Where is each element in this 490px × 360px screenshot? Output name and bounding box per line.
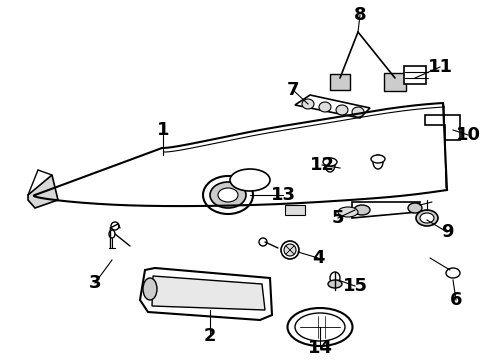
Ellipse shape <box>295 313 345 341</box>
Ellipse shape <box>109 230 115 238</box>
Ellipse shape <box>230 169 270 191</box>
Text: 5: 5 <box>332 209 344 227</box>
Ellipse shape <box>408 203 422 213</box>
Polygon shape <box>425 115 460 140</box>
Polygon shape <box>295 95 370 118</box>
Ellipse shape <box>371 155 385 163</box>
FancyBboxPatch shape <box>404 66 426 84</box>
Ellipse shape <box>352 107 364 117</box>
Ellipse shape <box>338 207 358 217</box>
Ellipse shape <box>446 268 460 278</box>
Ellipse shape <box>336 105 348 115</box>
Text: 1: 1 <box>157 121 169 139</box>
Ellipse shape <box>284 244 296 256</box>
FancyBboxPatch shape <box>285 205 305 215</box>
Text: 10: 10 <box>456 126 481 144</box>
Polygon shape <box>152 276 265 310</box>
Ellipse shape <box>319 102 331 112</box>
Text: 2: 2 <box>204 327 216 345</box>
FancyBboxPatch shape <box>330 74 350 90</box>
Text: 11: 11 <box>427 58 452 76</box>
Ellipse shape <box>143 278 157 300</box>
Ellipse shape <box>330 272 340 284</box>
Ellipse shape <box>210 182 246 208</box>
Text: 6: 6 <box>450 291 462 309</box>
Ellipse shape <box>416 210 438 226</box>
Ellipse shape <box>203 176 253 214</box>
Text: 15: 15 <box>343 277 368 295</box>
Ellipse shape <box>328 280 342 288</box>
Text: 8: 8 <box>354 6 367 24</box>
FancyBboxPatch shape <box>384 73 406 91</box>
Text: 7: 7 <box>287 81 299 99</box>
Ellipse shape <box>373 155 383 169</box>
Text: 14: 14 <box>308 339 333 357</box>
Ellipse shape <box>302 99 314 109</box>
Text: 13: 13 <box>270 186 295 204</box>
Ellipse shape <box>354 205 370 215</box>
Text: 4: 4 <box>312 249 324 267</box>
Ellipse shape <box>288 308 352 346</box>
Ellipse shape <box>325 158 335 172</box>
Polygon shape <box>140 268 272 320</box>
Ellipse shape <box>111 222 119 230</box>
Text: 3: 3 <box>89 274 101 292</box>
Ellipse shape <box>259 238 267 246</box>
Text: 12: 12 <box>310 156 335 174</box>
Ellipse shape <box>281 241 299 259</box>
Text: 9: 9 <box>441 223 453 241</box>
Ellipse shape <box>323 158 337 166</box>
Polygon shape <box>28 175 58 208</box>
Ellipse shape <box>420 213 434 223</box>
Ellipse shape <box>218 188 238 202</box>
Polygon shape <box>352 202 420 218</box>
